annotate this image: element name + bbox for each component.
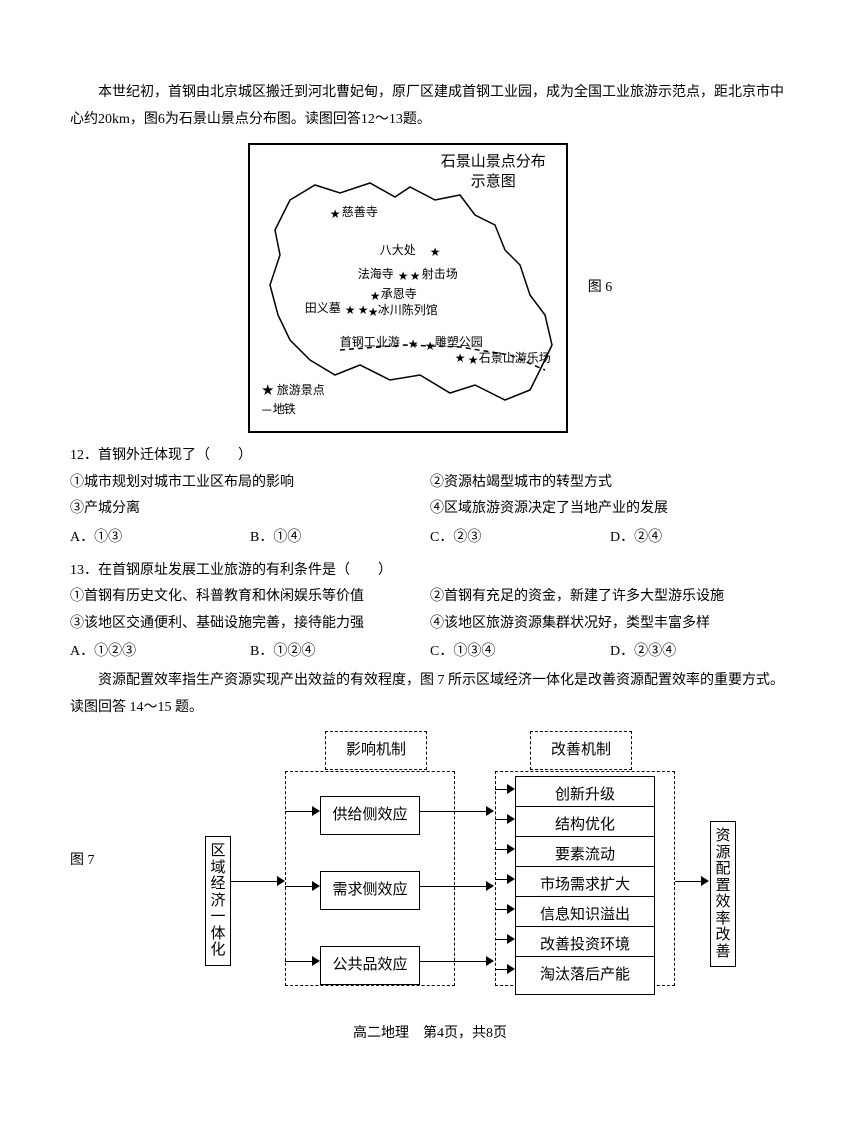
line-m2 [420,886,488,887]
page-footer: 高二地理 第4页，共8页 [70,1021,790,1048]
poi-youle: 石景山游乐场 [479,347,551,370]
q13-stem4: ④该地区旅游资源集群状况好，类型丰富多样 [430,611,790,638]
arrow-icon [507,934,515,944]
arrow-icon [507,964,515,974]
q13-options: A．①②③ B．①②④ C．①③④ D．②③④ [70,639,790,666]
arrow-icon [507,784,515,794]
star-icon: ★ [455,347,466,370]
header-influence: 影响机制 [325,731,427,770]
q13-optB[interactable]: B．①②④ [250,639,430,666]
box-region-economy: 区域经济一体化 [205,836,231,966]
poi-bingchuan: 冰川陈列馆 [378,299,438,322]
arrow-icon [507,874,515,884]
box-r7: 淘汰落后产能 [515,956,655,995]
arrow-icon [701,876,709,886]
passage1-intro: 本世纪初，首钢由北京城区搬迁到河北曹妃甸，原厂区建成首钢工业园，成为全国工业旅游… [70,80,790,133]
poi-badachu: 八大处 [380,239,416,262]
passage2-intro: 资源配置效率指生产资源实现产出效益的有效程度，图 7 所示区域经济一体化是改善资… [70,668,790,721]
star-icon: ★ [468,349,479,372]
star-icon: ★ [430,241,441,264]
q13-number: 13．在首钢原址发展工业旅游的有利条件是（ ） [70,558,790,585]
arrow-icon [507,904,515,914]
q12-stem3: ③产城分离 [70,496,430,523]
map-legend: ★ 旅游景点 --- 地铁 [262,381,325,419]
figure7-label: 图 7 [70,848,150,875]
arrow-icon [507,814,515,824]
line-out [675,881,703,882]
header-improve: 改善机制 [530,731,632,770]
line-m1 [420,811,488,812]
poi-shougang: 首钢工业游 [340,331,400,354]
map-title-line1: 石景山景点分布 [441,154,546,170]
map-figure6: 石景山景点分布 示意图 ★ 慈善寺 八大处 ★ 法海寺 ★ ★ 射击场 ★ 承恩… [248,143,568,433]
line-s1 [285,811,315,812]
q12-options: A．①③ B．①④ C．②③ D．②④ [70,525,790,552]
legend-spot: ★ 旅游景点 [262,381,325,400]
star-icon: ★ [345,299,356,322]
figure6-row: 石景山景点分布 示意图 ★ 慈善寺 八大处 ★ 法海寺 ★ ★ 射击场 ★ 承恩… [70,143,790,433]
question-12: 12．首钢外迁体现了（ ） ①城市规划对城市工业区布局的影响 ②资源枯竭型城市的… [70,443,790,551]
arrow-icon [312,806,320,816]
q13-stem3: ③该地区交通便利、基础设施完善，接待能力强 [70,611,430,638]
arrow-icon [486,956,494,966]
arrow-icon [507,844,515,854]
q12-optD[interactable]: D．②④ [610,525,790,552]
figure7-diagram: 影响机制 改善机制 区域经济一体化 供给侧效应 需求侧效应 公共品效应 创新升级… [150,731,790,991]
q13-optD[interactable]: D．②③④ [610,639,790,666]
line-m3 [420,961,488,962]
q12-stem4: ④区域旅游资源决定了当地产业的发展 [430,496,790,523]
question-13: 13．在首钢原址发展工业旅游的有利条件是（ ） ①首钢有历史文化、科普教育和休闲… [70,558,790,666]
poi-shejichang: 射击场 [422,263,458,286]
arrow-icon [312,881,320,891]
q13-stem1: ①首钢有历史文化、科普教育和休闲娱乐等价值 [70,584,430,611]
q13-optA[interactable]: A．①②③ [70,639,250,666]
line-s2 [285,886,315,887]
q12-optA[interactable]: A．①③ [70,525,250,552]
box-supply: 供给侧效应 [320,796,420,835]
q12-stem2: ②资源枯竭型城市的转型方式 [430,470,790,497]
line-s3 [285,961,315,962]
star-icon: ★ [330,203,341,226]
box-demand: 需求侧效应 [320,871,420,910]
figure7-row: 图 7 影响机制 改善机制 区域经济一体化 供给侧效应 需求侧效应 公共品效应 … [70,731,790,991]
q13-stem2: ②首钢有充足的资金，新建了许多大型游乐设施 [430,584,790,611]
arrow-icon [486,881,494,891]
line1 [231,881,279,882]
box-efficiency: 资源配置效率改善 [710,821,736,967]
legend-metro: --- 地铁 [262,400,325,419]
q12-number: 12．首钢外迁体现了（ ） [70,443,790,470]
q13-optC[interactable]: C．①③④ [430,639,610,666]
poi-cishan: 慈善寺 [342,201,378,224]
arrow-icon [277,876,285,886]
star-icon: ★ [408,333,419,356]
box-public: 公共品效应 [320,946,420,985]
q12-optB[interactable]: B．①④ [250,525,430,552]
arrow-icon [486,806,494,816]
poi-tianyi: 田义墓 [305,297,341,320]
q12-stem1: ①城市规划对城市工业区布局的影响 [70,470,430,497]
q12-optC[interactable]: C．②③ [430,525,610,552]
figure6-label: 图 6 [588,275,613,302]
arrow-icon [312,956,320,966]
